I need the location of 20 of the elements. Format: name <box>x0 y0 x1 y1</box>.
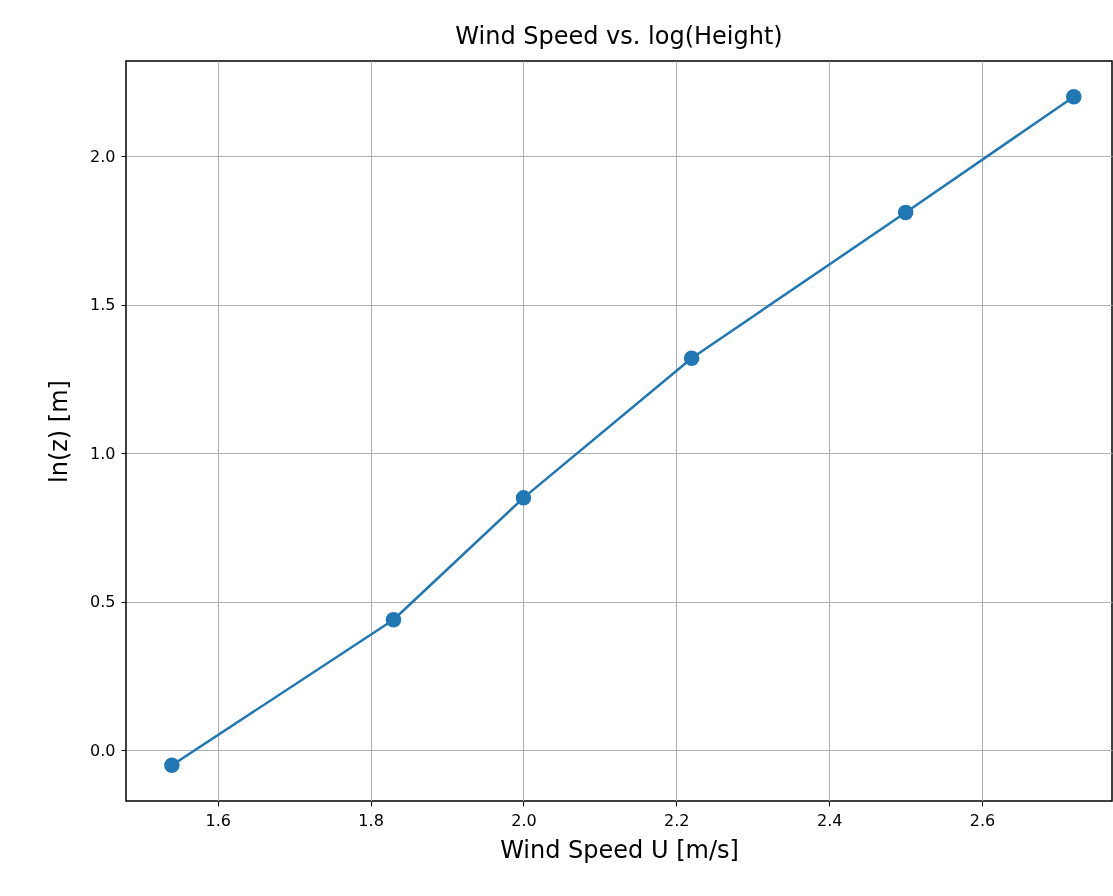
point <box>385 611 402 628</box>
point <box>897 204 914 221</box>
x-tick-label: 2.0 <box>511 810 537 830</box>
y-tick-label: 0.0 <box>90 740 116 760</box>
x-tick-label: 1.6 <box>205 810 231 830</box>
point <box>1066 88 1082 105</box>
chart-title: Wind Speed vs. log(Height) <box>455 22 783 50</box>
point <box>164 757 180 774</box>
x-tick-label: 2.2 <box>664 810 690 830</box>
x-tick-label: 2.6 <box>969 810 996 830</box>
y-tick-label: 2.0 <box>90 146 116 166</box>
x-tick-label: 2.4 <box>816 810 843 830</box>
point <box>515 490 532 506</box>
x-axis-title: Wind Speed U [m/s] <box>500 835 739 864</box>
y-tick-label: 1.0 <box>90 443 116 463</box>
point <box>683 350 700 366</box>
y-tick-label: 0.5 <box>90 592 116 612</box>
y-tick-label: 1.5 <box>90 295 116 315</box>
y-axis-title: ln(z) [m] <box>45 380 74 483</box>
x-tick-label: 1.8 <box>358 810 384 830</box>
